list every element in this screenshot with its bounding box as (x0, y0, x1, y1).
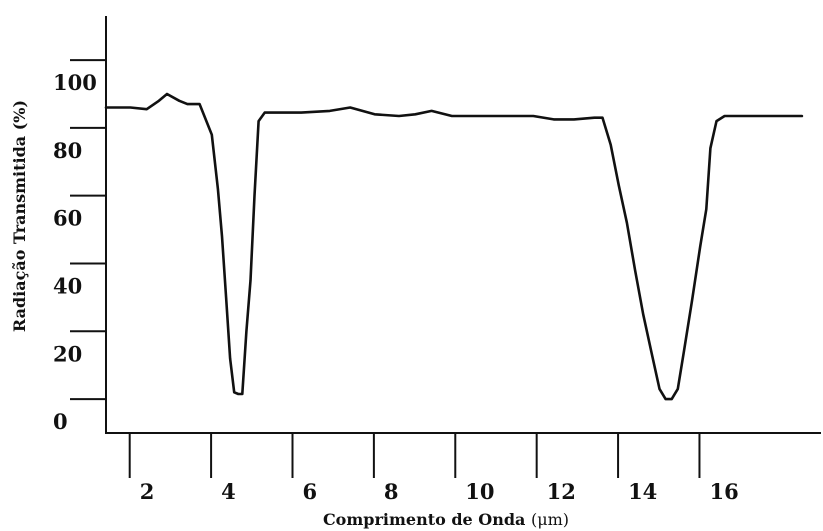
y-axis-title: Radiação Transmitida (%) (10, 100, 29, 332)
x-axis-ticks: 2 4 6 8 10 12 14 16 (128, 433, 739, 504)
x-tick-label: 16 (709, 479, 738, 504)
plot-area (104, 92, 804, 401)
x-tick-label: 6 (302, 479, 317, 504)
y-tick-label: 0 (53, 409, 68, 434)
y-tick-label: 60 (53, 206, 82, 231)
series-line (104, 92, 804, 401)
x-axis-title-text: Comprimento de Onda (323, 510, 525, 529)
x-axis-unit: (μm) (531, 510, 569, 529)
y-tick-label: 40 (53, 273, 82, 298)
x-tick-label: 10 (465, 479, 494, 504)
x-tick-label: 12 (547, 479, 576, 504)
y-tick-label: 80 (53, 138, 82, 163)
y-axis-ticks: 0 20 40 60 80 100 (53, 59, 106, 434)
x-tick-label: 8 (384, 479, 399, 504)
x-axis-title: Comprimento de Onda (μm) (323, 510, 569, 529)
y-tick-label: 20 (53, 341, 82, 366)
x-tick-label: 2 (140, 479, 155, 504)
x-tick-label: 4 (221, 479, 236, 504)
y-tick-label: 100 (53, 70, 97, 95)
x-tick-label: 14 (628, 479, 657, 504)
